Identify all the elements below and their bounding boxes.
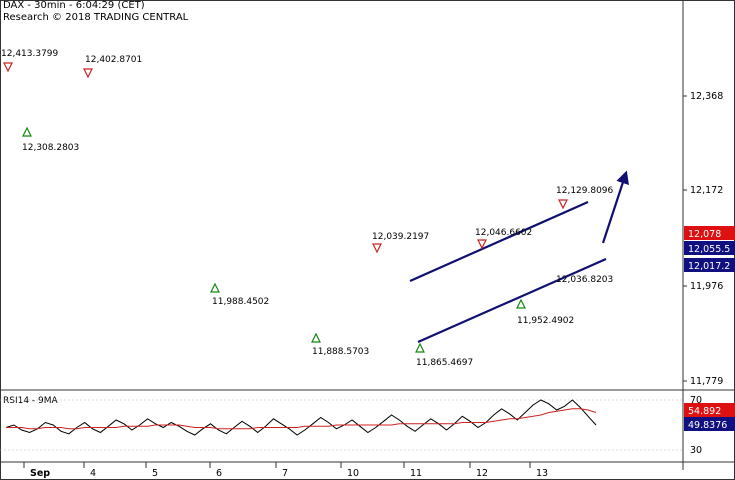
swing-high-marker — [558, 199, 568, 210]
price-tag-label: 12,078 — [688, 229, 721, 240]
x-tick-label: 4 — [90, 468, 96, 479]
x-tick-label: 10 — [347, 468, 359, 479]
swing-markers: 12,413.3799 12,402.8701 12,308.2803 11,988.… — [1, 49, 614, 368]
x-tick-label: 13 — [536, 468, 548, 479]
x-tick-label: 7 — [282, 468, 288, 479]
annotation-low: 12,308.2803 — [22, 143, 79, 153]
rsi-ma-line — [6, 408, 597, 430]
swing-low-marker — [415, 342, 425, 353]
y-tick-label: 11,976 — [690, 281, 723, 292]
y-tick-label: 12,368 — [690, 91, 723, 102]
swing-low-marker — [22, 126, 32, 137]
annotation-low: 11,952.4902 — [517, 316, 574, 326]
swing-high-marker — [477, 239, 487, 250]
rsi-tag-box — [684, 417, 735, 431]
rsi-tag-label: 54.892 — [688, 406, 721, 417]
x-tick-label: 6 — [216, 468, 222, 479]
annotation-low: 11,865.4697 — [416, 358, 473, 368]
rsi-tick-label: 30 — [690, 445, 702, 456]
channel-upper-line — [409, 200, 589, 283]
annotation-low: 11,888.5703 — [312, 347, 369, 357]
annotation-low: 11,988.4502 — [212, 297, 269, 307]
swing-low-marker — [311, 332, 321, 343]
price-tags: 12,078 12,055.5 12,017.2 54.892 49.8376 — [684, 226, 735, 431]
price-tag-box — [684, 226, 735, 240]
projection-arrow — [601, 170, 629, 244]
swing-high-marker — [372, 243, 382, 254]
x-tick-label: 11 — [410, 468, 422, 479]
rsi-tag-box — [684, 403, 735, 417]
trend-channel — [409, 170, 629, 344]
price-tag-box — [684, 241, 735, 255]
rsi-tag-label: 49.8376 — [688, 420, 727, 431]
research-credit: Research © 2018 TRADING CENTRAL — [3, 12, 189, 23]
annotation-high: 12,046.6602 — [475, 228, 532, 238]
channel-lower-line — [417, 257, 607, 344]
y-tick-label: 11,779 — [690, 376, 723, 387]
swing-low-marker — [516, 298, 526, 309]
rsi-line — [5, 399, 597, 436]
x-tick-label: 12 — [476, 468, 488, 479]
rsi-panel: RSI14 - 9MA — [0, 396, 683, 451]
annotation-level: 12,036.8203 — [556, 275, 613, 285]
x-tick-label: 5 — [152, 468, 158, 479]
swing-high-marker — [83, 68, 93, 79]
rsi-label: RSI14 - 9MA — [3, 396, 59, 406]
rsi-tick-label: 70 — [690, 395, 702, 406]
annotation-high: 12,129.8096 — [556, 186, 614, 196]
x-tick-label: Sep — [30, 468, 50, 479]
price-tag-box — [684, 258, 735, 272]
annotation-high: 12,402.8701 — [85, 55, 142, 65]
chart-title: DAX - 30min - 6:04:29 (CET) — [3, 0, 145, 11]
y-tick-label: 12,172 — [690, 185, 723, 196]
annotation-high: 12,413.3799 — [1, 49, 59, 59]
swing-high-marker — [3, 62, 13, 73]
price-tag-label: 12,017.2 — [688, 261, 730, 272]
price-tag-label: 12,055.5 — [688, 244, 730, 255]
swing-low-marker — [210, 282, 220, 293]
annotation-high: 12,039.2197 — [372, 232, 429, 242]
axes: 12,368 12,172 11,976 11,779 70 30 Sep 4 5 6 7 10 11 1… — [23, 91, 723, 479]
